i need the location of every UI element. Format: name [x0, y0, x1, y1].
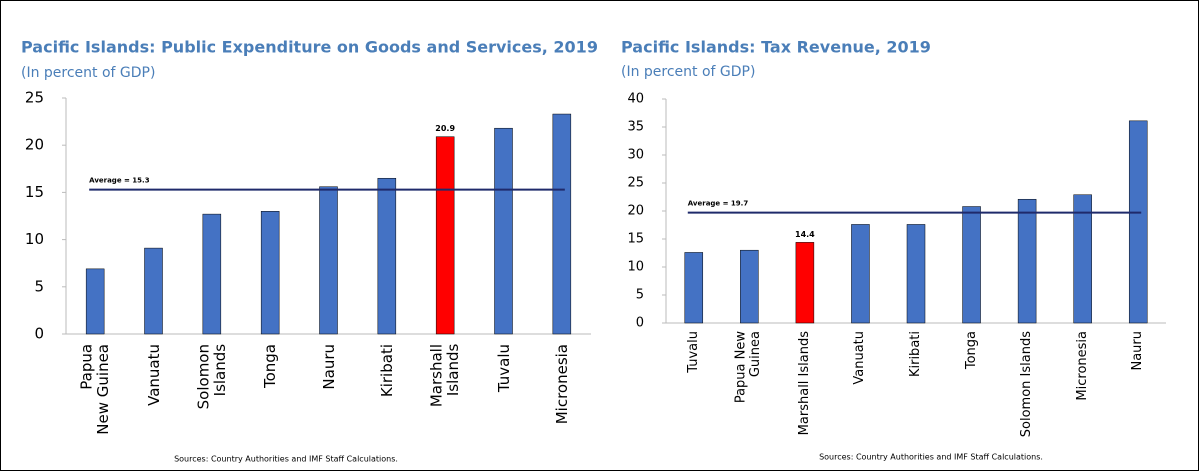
- x-tick-label: Tonga: [260, 344, 279, 389]
- bar: [1073, 194, 1092, 324]
- bar: [202, 213, 222, 335]
- x-tick-label: Tuvalu: [685, 331, 701, 373]
- bar: [85, 268, 105, 335]
- bar: [435, 136, 455, 335]
- x-tick-label: Solomon Islands: [1018, 331, 1034, 438]
- bar: [795, 242, 815, 324]
- bar: [906, 224, 926, 324]
- y-tick-label: 10: [627, 260, 644, 275]
- value-label: 14.4: [795, 230, 815, 239]
- value-label: 20.9: [435, 124, 455, 133]
- bar: [740, 249, 759, 324]
- y-tick-label: 0: [34, 325, 44, 343]
- y-tick-label: 5: [34, 277, 44, 295]
- chart-subtitle: (In percent of GDP): [621, 64, 755, 80]
- x-tick-label: Kiribati: [377, 344, 396, 398]
- bar: [552, 113, 572, 335]
- bar: [962, 206, 981, 324]
- x-tick-label: Papua New Guinea: [77, 344, 113, 435]
- bar: [1128, 120, 1148, 324]
- x-tick-label: Nauru: [319, 344, 338, 390]
- y-tick-label: 20: [627, 204, 644, 219]
- x-tick-label: Kiribati: [907, 331, 923, 378]
- y-tick-label: 30: [627, 148, 644, 163]
- bar: [377, 177, 397, 335]
- bar: [494, 127, 513, 335]
- x-tick-label: Nauru: [1130, 331, 1146, 371]
- y-tick-label: 40: [627, 92, 644, 107]
- x-tick-label: Marshall Islands: [427, 344, 463, 408]
- y-tick-label: 35: [627, 120, 644, 135]
- bar: [851, 224, 870, 324]
- y-tick-label: 10: [25, 230, 44, 248]
- chart-subtitle: (In percent of GDP): [21, 65, 155, 81]
- y-tick-label: 15: [25, 183, 44, 201]
- x-tick-label: Tuvalu: [494, 344, 513, 393]
- y-tick-label: 25: [25, 89, 44, 107]
- bar: [1017, 198, 1037, 324]
- x-tick-label: Micronesia: [1074, 331, 1090, 401]
- x-tick-label: Vanuatu: [852, 331, 868, 385]
- y-tick-label: 0: [636, 316, 644, 331]
- chart-title: Pacific Islands: Public Expenditure on G…: [21, 38, 598, 57]
- bar: [144, 247, 163, 335]
- y-tick-label: 15: [627, 232, 644, 247]
- x-tick-label: Tonga: [963, 331, 979, 370]
- chart-title: Pacific Islands: Tax Revenue, 2019: [621, 38, 931, 57]
- y-tick-label: 20: [25, 136, 44, 154]
- average-label: Average = 15.3: [89, 177, 150, 185]
- source: Sources: Country Authorities and IMF Sta…: [819, 453, 1043, 462]
- y-tick-label: 25: [627, 176, 644, 191]
- bar: [684, 252, 704, 324]
- x-tick-label: Solomon Islands: [194, 344, 229, 410]
- x-tick-label: Vanuatu: [144, 344, 163, 406]
- x-tick-label: Micronesia: [552, 344, 571, 425]
- x-tick-label: Marshall Islands: [796, 331, 812, 436]
- y-tick-label: 5: [636, 288, 644, 303]
- x-tick-label: Papua New Guinea: [734, 331, 764, 404]
- source: Sources: Country Authorities and IMF Sta…: [174, 455, 398, 464]
- bar: [319, 186, 338, 335]
- average-label: Average = 19.7: [688, 200, 749, 208]
- bar: [260, 211, 280, 335]
